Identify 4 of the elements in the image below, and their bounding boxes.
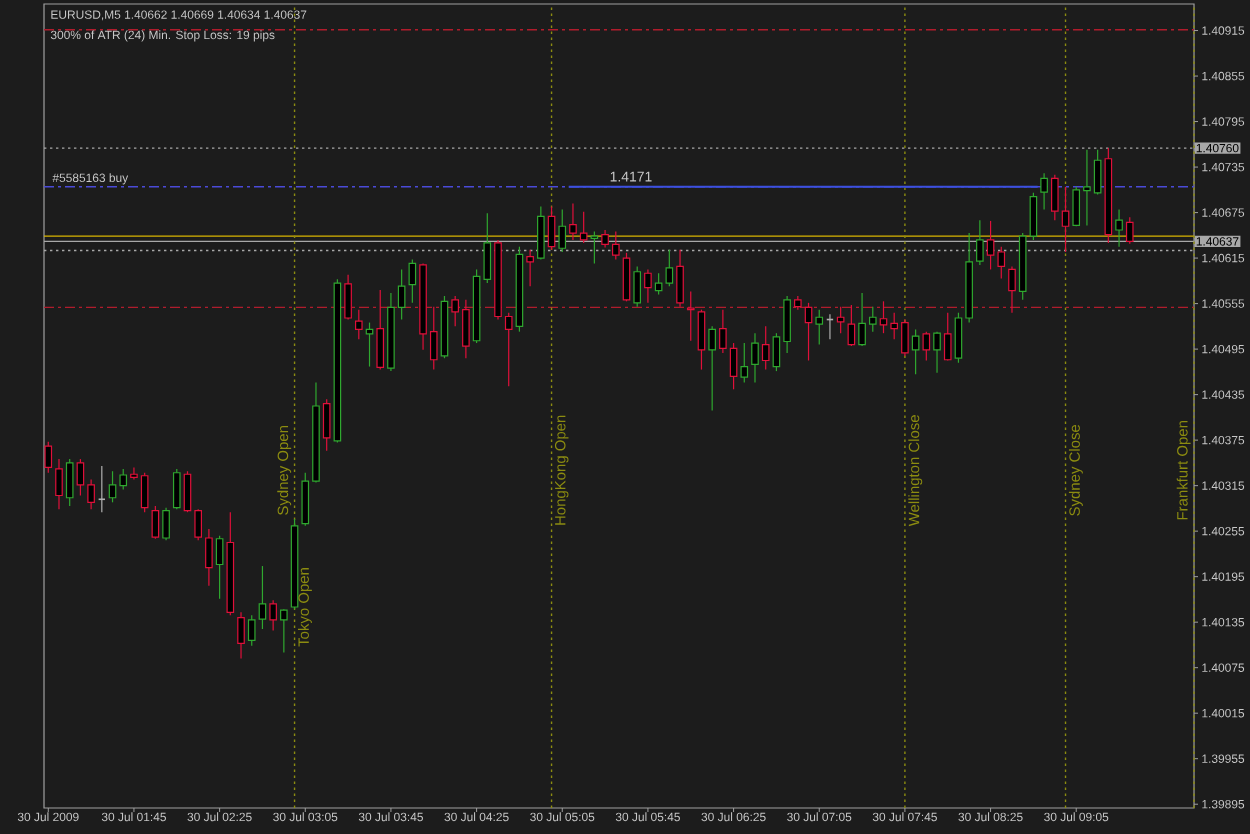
candlestick bbox=[44, 441, 53, 474]
candlestick bbox=[97, 465, 106, 513]
candlestick bbox=[686, 290, 695, 342]
candlestick bbox=[836, 306, 845, 334]
